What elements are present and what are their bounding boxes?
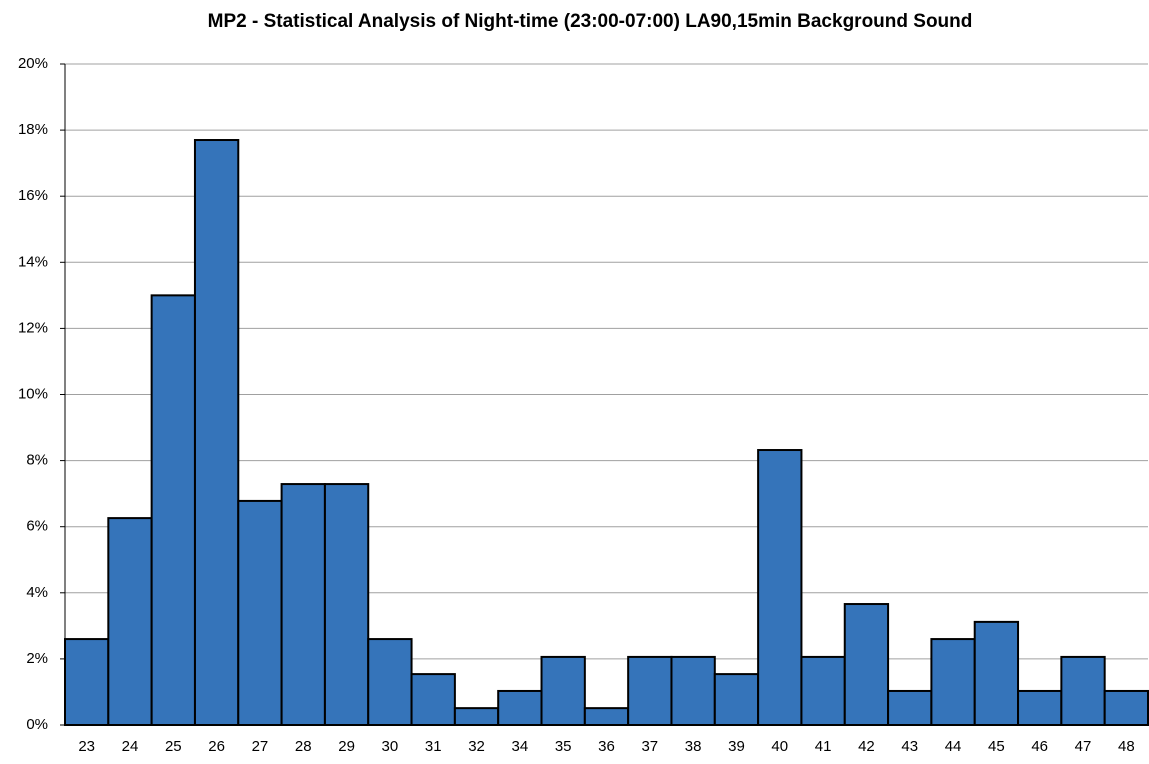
chart-title: MP2 - Statistical Analysis of Night-time… (208, 11, 973, 32)
x-tick-label: 41 (815, 738, 832, 755)
x-tick-label: 24 (122, 738, 139, 755)
bar (1103, 689, 1149, 726)
y-tick-label: 12% (18, 319, 48, 336)
y-tick-label: 2% (26, 650, 48, 667)
y-tick-label: 10% (18, 385, 48, 402)
y-tick-label: 8% (26, 452, 48, 469)
bar (887, 689, 933, 726)
x-tick-label: 23 (78, 738, 95, 755)
x-tick-label: 39 (728, 738, 745, 755)
x-tick-label: 29 (338, 738, 355, 755)
bar (237, 499, 283, 726)
x-tick-label: 38 (685, 738, 702, 755)
x-tick-label: 44 (945, 738, 962, 755)
bar (540, 655, 586, 726)
x-tick-label: 46 (1031, 738, 1048, 755)
x-tick-label: 36 (598, 738, 615, 755)
bar (1060, 655, 1106, 726)
x-tick-label: 42 (858, 738, 875, 755)
bar (107, 517, 153, 726)
x-tick-label: 45 (988, 738, 1005, 755)
bar (713, 673, 760, 727)
bar (64, 638, 110, 727)
bar (150, 294, 196, 726)
x-tick-label: 40 (771, 738, 788, 755)
bar (1017, 689, 1063, 726)
x-tick-label: 34 (512, 738, 529, 755)
x-tick-label: 48 (1118, 738, 1135, 755)
y-tick-label: 0% (26, 716, 48, 733)
y-tick-label: 6% (26, 518, 48, 535)
x-tick-label: 32 (468, 738, 485, 755)
x-tick-label: 30 (382, 738, 399, 755)
bar (367, 638, 413, 727)
x-tick-label: 35 (555, 738, 572, 755)
bar (193, 139, 240, 726)
bar (280, 483, 326, 726)
bar (627, 655, 673, 726)
x-tick-label: 43 (901, 738, 918, 755)
bar (757, 449, 803, 726)
bar (670, 655, 716, 726)
x-tick-label: 47 (1075, 738, 1092, 755)
bar (323, 483, 370, 726)
bar (800, 655, 846, 726)
x-tick-label: 26 (208, 738, 225, 755)
bar (410, 673, 456, 727)
bar (583, 707, 630, 726)
y-tick-label: 20% (18, 55, 48, 72)
y-tick-label: 14% (18, 253, 48, 270)
bar (973, 620, 1020, 726)
x-tick-label: 28 (295, 738, 312, 755)
bar (453, 707, 500, 726)
x-tick-label: 37 (641, 738, 658, 755)
x-tick-label: 27 (252, 738, 269, 755)
x-tick-label: 25 (165, 738, 182, 755)
y-tick-label: 16% (18, 187, 48, 204)
bar (497, 689, 543, 726)
y-tick-label: 18% (18, 121, 48, 138)
bar (843, 603, 890, 726)
y-tick-label: 4% (26, 584, 48, 601)
bar (930, 638, 976, 727)
x-tick-label: 31 (425, 738, 442, 755)
